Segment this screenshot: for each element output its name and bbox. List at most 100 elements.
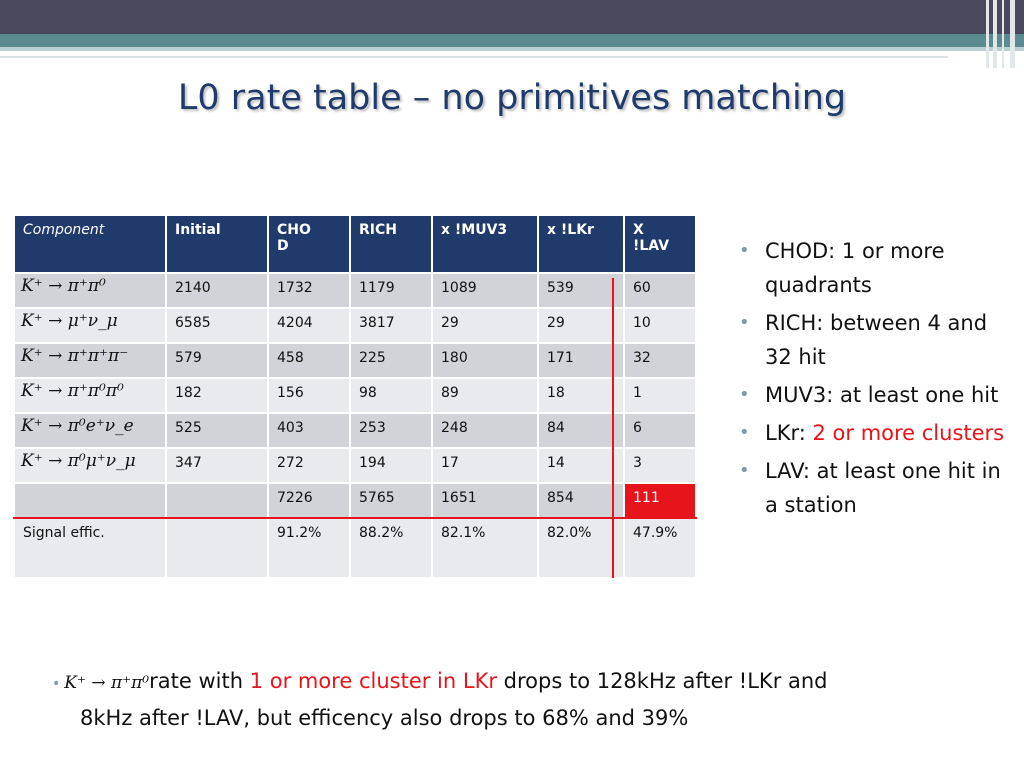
table-row: K⁺ → π⁺π⁰π⁰ 182 156 98 89 18 1: [13, 377, 697, 414]
summary-line-1: • K⁺ → π⁺π⁰rate with 1 or more cluster in…: [52, 664, 992, 701]
header-chod: CHO D: [267, 214, 351, 274]
red-divider-vertical: [612, 278, 614, 578]
table-cell: 248: [431, 412, 539, 449]
table-cell: 3817: [349, 307, 433, 344]
table-cell: 7226: [267, 482, 351, 519]
list-item: • MUV3: at least one hit: [737, 378, 1007, 412]
table-cell: 253: [349, 412, 433, 449]
table-row: K⁺ → π⁺π⁺π⁻ 579 458 225 180 171 32: [13, 342, 697, 379]
table-cell: 1651: [431, 482, 539, 519]
header-component: Component: [13, 214, 167, 274]
note-text: MUV3: at least one hit: [765, 383, 999, 407]
list-item: • CHOD: 1 or more quadrants: [737, 234, 1007, 302]
table-cell: 82.0%: [537, 517, 625, 579]
process-cell: K⁺ → μ⁺ν_μ: [13, 307, 167, 344]
table-cell: 14: [537, 447, 625, 484]
top-band-thin: [0, 56, 948, 58]
header-lav: X !LAV: [623, 214, 697, 274]
note-highlight: 2 or more clusters: [812, 421, 1005, 445]
table-cell: 88.2%: [349, 517, 433, 579]
slide-title: L0 rate table – no primitives matching: [177, 78, 847, 118]
efficiency-row: Signal effic. 91.2% 88.2% 82.1% 82.0% 47…: [13, 517, 697, 579]
header-initial: Initial: [165, 214, 269, 274]
table-cell: 1: [623, 377, 697, 414]
header-rich: RICH: [349, 214, 433, 274]
table-cell: 98: [349, 377, 433, 414]
process-cell: K⁺ → π⁺π⁰π⁰: [13, 377, 167, 414]
table-cell: 458: [267, 342, 351, 379]
red-divider-horizontal: [13, 517, 697, 519]
table-cell: 180: [431, 342, 539, 379]
table-cell: 182: [165, 377, 269, 414]
table-cell: [165, 517, 269, 579]
table-cell: 1179: [349, 272, 433, 309]
table-cell: 854: [537, 482, 625, 519]
table-cell: 2140: [165, 272, 269, 309]
bullet-icon: •: [739, 460, 750, 481]
decorative-stripes: [984, 0, 1024, 68]
top-band-teal: [0, 34, 1024, 47]
table-cell: 6585: [165, 307, 269, 344]
table-cell: 403: [267, 412, 351, 449]
table-row: K⁺ → π⁰μ⁺ν_μ 347 272 194 17 14 3: [13, 447, 697, 484]
table-row: K⁺ → π⁰e⁺ν_e 525 403 253 248 84 6: [13, 412, 697, 449]
table-cell: 4204: [267, 307, 351, 344]
table-cell: 91.2%: [267, 517, 351, 579]
table-cell: 29: [431, 307, 539, 344]
list-item: • RICH: between 4 and 32 hit: [737, 306, 1007, 374]
top-band-dark: [0, 0, 1024, 34]
table-header-row: Component Initial CHO D RICH x !MUV3 x !…: [13, 214, 697, 274]
header-muv3: x !MUV3: [431, 214, 539, 274]
table-cell: 347: [165, 447, 269, 484]
table-cell: 525: [165, 412, 269, 449]
table-cell: 10: [623, 307, 697, 344]
highlighted-cell: 111: [623, 482, 697, 519]
table-cell: 5765: [349, 482, 433, 519]
table-cell: 6: [623, 412, 697, 449]
bullet-icon: •: [739, 240, 750, 261]
table-cell: 1089: [431, 272, 539, 309]
table-cell: 17: [431, 447, 539, 484]
summary-highlight: 1 or more cluster in LKr: [249, 669, 497, 693]
table-cell: 194: [349, 447, 433, 484]
process-cell: K⁺ → π⁰e⁺ν_e: [13, 412, 167, 449]
rate-table: Component Initial CHO D RICH x !MUV3 x !…: [13, 214, 697, 579]
table-cell: 32: [623, 342, 697, 379]
table-cell: 579: [165, 342, 269, 379]
top-band-light: [0, 47, 1024, 51]
table-cell: 539: [537, 272, 625, 309]
summary-text: • K⁺ → π⁺π⁰rate with 1 or more cluster in…: [52, 664, 992, 735]
table-cell: 272: [267, 447, 351, 484]
bullet-icon: •: [52, 676, 61, 692]
table-row: K⁺ → π⁺π⁰ 2140 1732 1179 1089 539 60: [13, 272, 697, 309]
process-cell: K⁺ → π⁰μ⁺ν_μ: [13, 447, 167, 484]
table-cell: 3: [623, 447, 697, 484]
bullet-icon: •: [739, 422, 750, 443]
table-cell: [13, 482, 167, 519]
list-item: • LAV: at least one hit in a station: [737, 454, 1007, 522]
summary-line-2: 8kHz after !LAV, but efficency also drop…: [80, 706, 689, 730]
bullet-icon: •: [739, 312, 750, 333]
note-text: LAV: at least one hit in a station: [765, 459, 1001, 517]
bullet-icon: •: [739, 384, 750, 405]
table-cell: Signal effic.: [13, 517, 167, 579]
list-item: • LKr: 2 or more clusters: [737, 416, 1007, 450]
table-cell: [165, 482, 269, 519]
total-row: 7226 5765 1651 854 111: [13, 482, 697, 519]
table-cell: 156: [267, 377, 351, 414]
process-cell: K⁺ → π⁺π⁺π⁻: [13, 342, 167, 379]
table-cell: 1732: [267, 272, 351, 309]
summary-part: drops to 128kHz after !LKr and: [496, 669, 828, 693]
table-cell: 47.9%: [623, 517, 697, 579]
process-cell: K⁺ → π⁺π⁰: [13, 272, 167, 309]
decay-formula: K⁺ → π⁺π⁰: [64, 673, 150, 693]
table-cell: 89: [431, 377, 539, 414]
note-text: CHOD: 1 or more quadrants: [765, 239, 945, 297]
table-row: K⁺ → μ⁺ν_μ 6585 4204 3817 29 29 10: [13, 307, 697, 344]
criteria-list: • CHOD: 1 or more quadrants • RICH: betwee…: [737, 234, 1007, 526]
table-cell: 18: [537, 377, 625, 414]
table-cell: 60: [623, 272, 697, 309]
table-cell: 171: [537, 342, 625, 379]
table-cell: 29: [537, 307, 625, 344]
table-cell: 82.1%: [431, 517, 539, 579]
